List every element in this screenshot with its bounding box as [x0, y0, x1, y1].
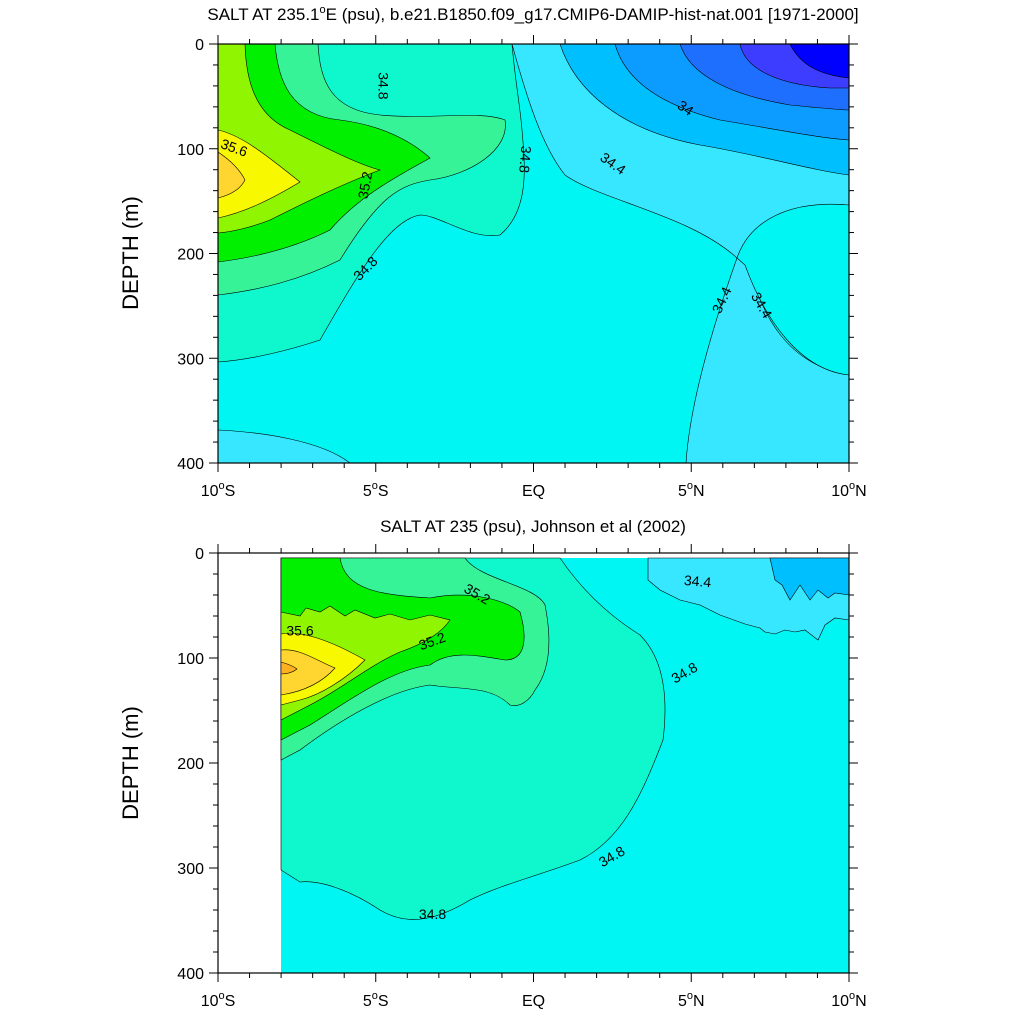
y-tick-label: 300	[177, 351, 204, 368]
fill-34.2	[769, 557, 849, 601]
x-tick-label: 5oS	[363, 480, 389, 500]
x-tick-label: 10oS	[201, 990, 236, 1010]
fill-35.4	[280, 605, 451, 721]
x-tick-label: EQ	[522, 993, 545, 1010]
fill-35.6	[218, 129, 301, 219]
contour-label: 34.8	[375, 72, 391, 99]
y-tick-label: 100	[177, 651, 204, 668]
y-tick-label: 0	[195, 546, 204, 563]
panel-2-y-axis-title: DEPTH (m)	[118, 706, 143, 820]
fill-34.6-right-lobe	[736, 203, 849, 376]
panel-2-y-axis: 0 100 200 300 400	[177, 546, 858, 983]
panel-1-contour-fill	[218, 44, 849, 463]
x-tick-label: 10oS	[201, 480, 236, 500]
panel-1-title: SALT AT 235.1oE (psu), b.e21.B1850.f09_g…	[207, 4, 858, 24]
panel-1-model: SALT AT 235.1oE (psu), b.e21.B1850.f09_g…	[118, 4, 867, 500]
contour-label: 35.2	[355, 170, 376, 200]
x-tick-label: 10oN	[831, 990, 866, 1010]
panel-2-title: SALT AT 235 (psu), Johnson et al (2002)	[380, 517, 686, 536]
contour-label: 34.4	[683, 572, 712, 590]
fill-36.0	[280, 661, 298, 675]
contour-label: 35.6	[286, 622, 313, 638]
panel-1-y-axis-title: DEPTH (m)	[118, 196, 143, 310]
x-tick-label: 10oN	[831, 480, 866, 500]
y-tick-label: 400	[177, 456, 204, 473]
x-tick-label: EQ	[522, 483, 545, 500]
panel-2-contour-fill	[280, 557, 849, 973]
x-tick-label: 5oS	[363, 990, 389, 1010]
y-tick-label: 200	[177, 756, 204, 773]
y-tick-label: 100	[177, 142, 204, 159]
y-tick-label: 300	[177, 861, 204, 878]
y-tick-label: 400	[177, 966, 204, 983]
contour-label: 34.8	[419, 906, 446, 922]
panel-1-y-axis: 0 100 200 300 400	[177, 37, 858, 473]
y-tick-label: 0	[195, 37, 204, 54]
contour-label: 34.8	[516, 145, 534, 174]
fill-35.8	[218, 151, 246, 199]
x-tick-label: 5oN	[678, 990, 705, 1010]
panel-1-x-axis: 10oS 5oS EQ 5oN 10oN	[201, 35, 867, 500]
fill-35.8	[280, 649, 336, 696]
x-tick-label: 5oN	[678, 480, 705, 500]
y-tick-label: 200	[177, 247, 204, 264]
panel-2-observation: SALT AT 235 (psu), Johnson et al (2002) …	[118, 517, 867, 1010]
panel-2-x-axis: 10oS 5oS EQ 5oN 10oN	[201, 544, 867, 1010]
